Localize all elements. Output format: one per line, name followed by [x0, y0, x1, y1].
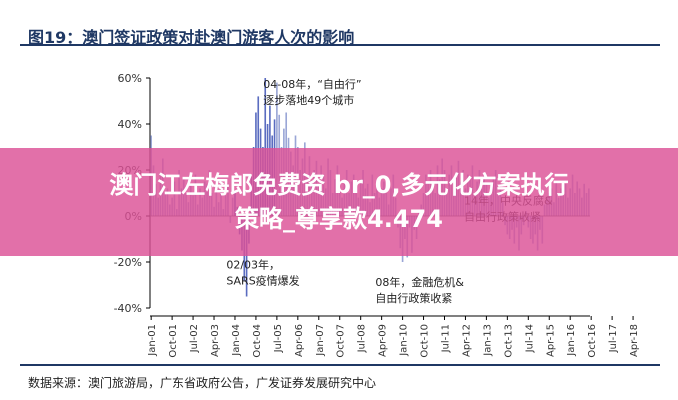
annotation-text: 02/03年，	[226, 258, 280, 272]
x-tick-label: Oct-01	[168, 324, 179, 358]
bar	[264, 78, 267, 216]
x-axis: Jan-01 Oct-01 Jul-02 Apr-03 Jan-04 Oct-04 Jul-…	[147, 315, 640, 358]
x-tick-label: Jan-04	[231, 324, 242, 357]
y-tick-label: -20%	[114, 256, 142, 269]
x-tick-label: Apr-18	[629, 324, 640, 357]
x-tick-label: Apr-15	[545, 324, 556, 357]
x-tick-label: Jan-01	[147, 324, 158, 357]
x-tick-label: Jan-07	[315, 324, 326, 357]
annotation-text: 自由行政策收紧	[375, 291, 452, 305]
x-tick-label: Jul-02	[189, 324, 200, 353]
x-tick-label: Apr-03	[210, 324, 221, 357]
x-tick-label: Apr-06	[294, 324, 305, 357]
annotation-text: SARS疫情爆发	[226, 274, 299, 288]
annotation-text: 04-08年，“自由行”	[263, 77, 361, 91]
x-tick-label: Apr-12	[461, 324, 472, 357]
x-tick-label: Jan-13	[482, 324, 493, 357]
x-tick-label: Oct-04	[252, 324, 263, 358]
x-tick-label: Apr-09	[378, 324, 389, 357]
source-rule	[20, 364, 660, 366]
x-tick-label: Oct-07	[336, 324, 347, 358]
bar	[245, 216, 248, 297]
x-tick-label: Jul-05	[273, 324, 284, 353]
y-tick-label: 40%	[118, 118, 142, 131]
x-tick-label: Jul-14	[524, 324, 535, 353]
overlay-subline[interactable]: 策略_尊享款4.474	[235, 205, 443, 233]
title-rule	[20, 44, 660, 46]
overlay-banner[interactable]: 澳门江左梅郎免费资 br_0,多元化方案执行 策略_尊享款4.474	[0, 148, 678, 256]
x-tick-label: Jan-16	[566, 324, 577, 357]
y-tick-label: 60%	[118, 72, 142, 85]
x-tick-label: Oct-16	[587, 324, 598, 358]
x-tick-label: Oct-10	[420, 324, 431, 358]
x-tick-label: Jul-11	[440, 324, 451, 353]
x-tick-label: Jul-17	[608, 324, 619, 353]
figure-title: 图19：澳门签证政策对赴澳门游客人次的影响	[28, 28, 355, 47]
source-note: 数据来源：澳门旅游局，广东省政府公告，广发证券发展研究中心	[28, 376, 377, 390]
x-tick-label: Jan-10	[399, 324, 410, 357]
overlay-headline[interactable]: 澳门江左梅郎免费资 br_0,多元化方案执行	[109, 171, 569, 199]
y-tick-label: -40%	[114, 302, 142, 315]
x-tick-label: Jul-08	[357, 324, 368, 353]
annotation-text: 逐步落地49个城市	[263, 93, 354, 107]
annotation-text: 08年，金融危机&	[375, 275, 464, 289]
x-tick-label: Oct-13	[503, 324, 514, 358]
